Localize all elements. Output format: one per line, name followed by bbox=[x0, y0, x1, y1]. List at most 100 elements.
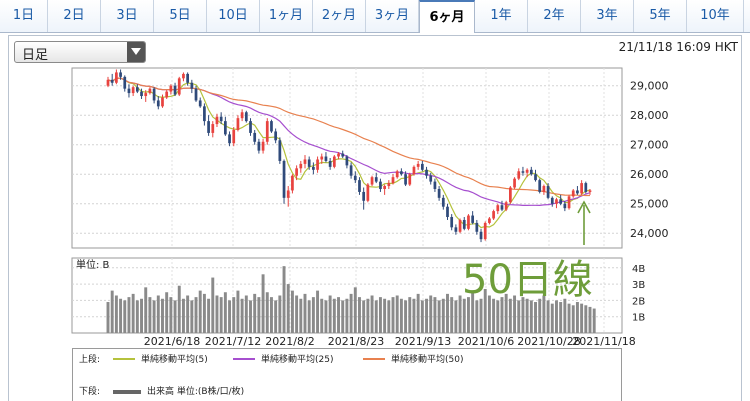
volume-bar bbox=[223, 292, 227, 333]
candle-body bbox=[215, 116, 219, 125]
tab-0[interactable]: 1日 bbox=[0, 0, 48, 32]
candle-body bbox=[521, 171, 525, 173]
volume-bar bbox=[374, 300, 378, 333]
candle-body bbox=[332, 156, 336, 167]
tab-7[interactable]: 3ヶ月 bbox=[366, 0, 419, 32]
candle-body bbox=[471, 215, 475, 223]
volume-bar bbox=[517, 300, 521, 333]
volume-bar bbox=[358, 297, 361, 333]
volume-bars bbox=[106, 266, 596, 333]
volume-bar bbox=[471, 292, 475, 333]
candle-body bbox=[538, 180, 542, 192]
price-tick-label: 27,000 bbox=[630, 139, 669, 152]
volume-bar bbox=[387, 300, 391, 333]
candle-body bbox=[555, 199, 558, 204]
candle-body bbox=[571, 190, 575, 197]
volume-bar bbox=[580, 303, 584, 333]
price-tick-label: 24,000 bbox=[630, 227, 669, 240]
candle-body bbox=[559, 199, 563, 204]
chevron-down-icon[interactable] bbox=[127, 42, 145, 62]
legend-line-2 bbox=[363, 358, 385, 360]
candle-body bbox=[458, 219, 462, 232]
tab-13[interactable]: 10年 bbox=[687, 0, 744, 32]
candle-body bbox=[475, 222, 479, 232]
candle-body bbox=[219, 116, 223, 122]
candle-body bbox=[462, 219, 466, 229]
volume-bar bbox=[571, 305, 575, 333]
volume-bar bbox=[181, 298, 185, 333]
volume-bar bbox=[127, 297, 131, 333]
legend-volume-swatch bbox=[113, 390, 141, 394]
candle-body bbox=[270, 121, 273, 132]
candle-body bbox=[467, 215, 470, 229]
candle-body bbox=[228, 134, 231, 144]
legend-item-label-0: 単純移動平均(5) bbox=[141, 355, 208, 365]
volume-bar bbox=[240, 298, 244, 333]
candle-body bbox=[257, 141, 261, 151]
volume-bar bbox=[219, 297, 223, 333]
volume-bar bbox=[525, 298, 529, 333]
candle-body bbox=[110, 79, 114, 83]
volume-bar bbox=[555, 300, 558, 333]
candle-body bbox=[534, 174, 537, 181]
candle-body bbox=[328, 160, 332, 167]
candle-body bbox=[433, 181, 437, 189]
x-tick-label: 2021/11/18 bbox=[572, 335, 635, 348]
volume-bar bbox=[487, 295, 491, 333]
candle-body bbox=[441, 197, 445, 207]
volume-bar bbox=[328, 295, 332, 333]
tab-2[interactable]: 3日 bbox=[101, 0, 154, 32]
candle-body bbox=[437, 188, 441, 198]
volume-bar bbox=[207, 298, 211, 333]
candle-body bbox=[450, 217, 454, 228]
candle-body bbox=[140, 91, 143, 97]
volume-bar bbox=[144, 287, 148, 333]
candle-body bbox=[316, 159, 319, 170]
volume-bar bbox=[253, 293, 257, 333]
tab-1[interactable]: 2日 bbox=[48, 0, 101, 32]
volume-bar bbox=[286, 284, 290, 333]
candle-body bbox=[420, 163, 424, 170]
volume-bar bbox=[119, 298, 123, 333]
candle-body bbox=[253, 132, 257, 142]
tab-4[interactable]: 10日 bbox=[207, 0, 260, 32]
volume-bar bbox=[479, 298, 483, 333]
candle-body bbox=[291, 175, 294, 191]
candle-body bbox=[374, 177, 378, 182]
volume-bar bbox=[475, 300, 479, 333]
candle-period-select[interactable]: 日足 bbox=[14, 41, 146, 63]
volume-bar bbox=[106, 302, 110, 333]
candle-body bbox=[525, 169, 529, 173]
candle-body bbox=[240, 112, 244, 119]
volume-bar bbox=[320, 298, 324, 333]
tab-12[interactable]: 5年 bbox=[634, 0, 687, 32]
tab-8[interactable]: 6ヶ月 bbox=[419, 0, 475, 33]
tab-5[interactable]: 1ヶ月 bbox=[260, 0, 313, 32]
tab-3[interactable]: 5日 bbox=[154, 0, 207, 32]
volume-bar bbox=[282, 266, 286, 333]
volume-bar bbox=[341, 300, 345, 333]
tab-9[interactable]: 1年 bbox=[475, 0, 528, 32]
volume-bar bbox=[278, 295, 282, 333]
candle-body bbox=[483, 222, 487, 240]
volume-bar bbox=[140, 298, 143, 333]
tab-10[interactable]: 2年 bbox=[528, 0, 581, 32]
volume-bar bbox=[378, 297, 382, 333]
volume-bar bbox=[169, 297, 173, 333]
tab-11[interactable]: 3年 bbox=[581, 0, 634, 32]
tab-6[interactable]: 2ヶ月 bbox=[313, 0, 366, 32]
volume-bar bbox=[211, 277, 215, 333]
volume-bar bbox=[215, 295, 219, 333]
chart-legend: 上段: 単純移動平均(5) 単純移動平均(25) 単純移動平均(50) 下段: 出来高 単… bbox=[72, 348, 622, 401]
candle-body bbox=[496, 205, 500, 212]
volume-bar bbox=[303, 293, 307, 333]
volume-bar bbox=[592, 308, 596, 333]
candle-body bbox=[517, 171, 521, 179]
candle-body bbox=[353, 175, 357, 181]
legend-item-label-2: 単純移動平均(50) bbox=[391, 355, 464, 365]
annotation-50day-label: 50日線 bbox=[462, 257, 593, 303]
volume-bar bbox=[152, 300, 156, 333]
volume-bar bbox=[395, 295, 399, 333]
candle-body bbox=[182, 73, 185, 79]
